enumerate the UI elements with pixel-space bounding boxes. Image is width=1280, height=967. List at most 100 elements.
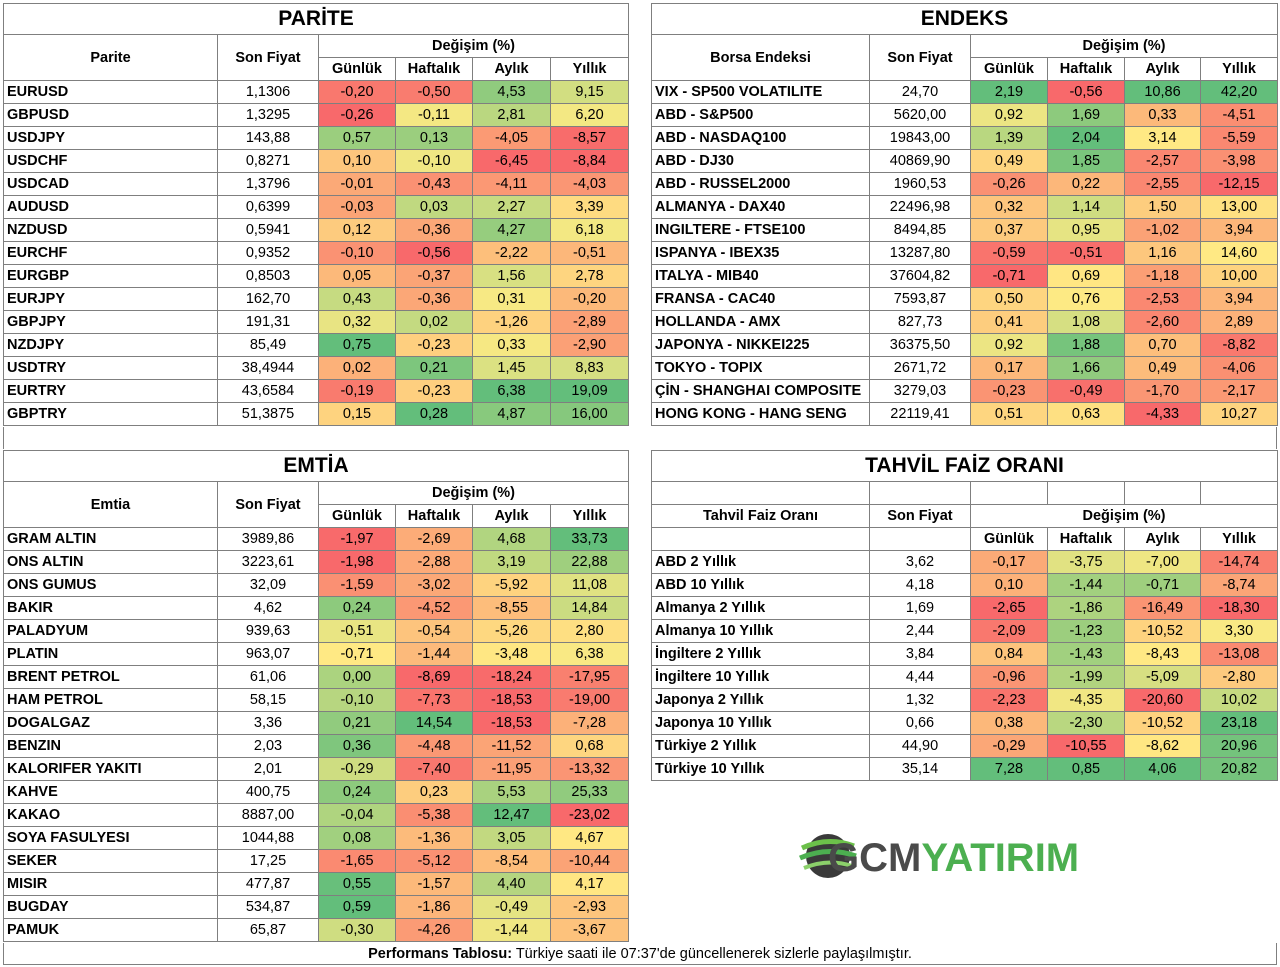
last-price: 1,3295 (217, 103, 319, 127)
blank-cell (1124, 481, 1201, 505)
yearly-change: 6,18 (549, 218, 630, 242)
weekly-change: -0,50 (395, 80, 473, 104)
daily-change: -0,04 (318, 803, 396, 827)
last-price: 58,15 (217, 688, 319, 712)
table-row: ÇİN - SHANGHAI COMPOSITE 3279,03 -0,23 -0,4… (651, 379, 1279, 403)
logo-text-green: YATIRIM (921, 836, 1079, 880)
instrument-name: GRAM ALTIN (3, 527, 218, 551)
weekly-change: -5,38 (395, 803, 473, 827)
emtia-panel: EMTİA Emtia Son Fiyat Değişim (%) Günlük… (2, 450, 630, 942)
last-price: 32,09 (217, 573, 319, 597)
degisim-header: Değişim (%) (969, 34, 1279, 58)
last-price: 8494,85 (869, 218, 971, 242)
weekly-change: -0,23 (395, 333, 473, 357)
instrument-name: SOYA FASULYESI (3, 826, 218, 850)
daily-change: -0,29 (970, 734, 1048, 758)
monthly-change: -2,55 (1124, 172, 1201, 196)
daily-change: 0,12 (318, 218, 396, 242)
monthly-change: -5,26 (472, 619, 551, 643)
instrument-name: USDCHF (3, 149, 218, 173)
weekly-change: -2,30 (1047, 711, 1125, 735)
daily-change: -2,09 (970, 619, 1048, 643)
last-price: 22496,98 (869, 195, 971, 219)
last-price: 1960,53 (869, 172, 971, 196)
daily-change: -0,03 (318, 195, 396, 219)
last-price: 1,69 (869, 596, 971, 620)
table-row: KAKAO 8887,00 -0,04 -5,38 12,47 -23,02 (3, 803, 630, 827)
weekly-change: -0,51 (1047, 241, 1125, 265)
daily-change: -0,71 (318, 642, 396, 666)
last-price: 24,70 (869, 80, 971, 104)
gunluk-header: Günlük (970, 527, 1048, 551)
table-row: NZDJPY 85,49 0,75 -0,23 0,33 -2,90 (3, 333, 630, 357)
monthly-change: 2,81 (472, 103, 551, 127)
instrument-name: SEKER (3, 849, 218, 873)
weekly-change: -1,99 (1047, 665, 1125, 689)
daily-change: 0,57 (318, 126, 396, 150)
daily-change: 0,24 (318, 596, 396, 620)
daily-change: -2,65 (970, 596, 1048, 620)
yearly-change: -2,93 (549, 895, 630, 919)
endeks-title: ENDEKS (650, 3, 1279, 35)
last-price: 5620,00 (869, 103, 971, 127)
weekly-change: 0,95 (1047, 218, 1125, 242)
weekly-change: 2,04 (1047, 126, 1125, 150)
daily-change: -0,17 (970, 550, 1048, 574)
monthly-change: -20,60 (1124, 688, 1201, 712)
yearly-change: 14,84 (549, 596, 630, 620)
daily-change: 0,51 (970, 402, 1048, 426)
yearly-change: -0,20 (549, 287, 630, 311)
daily-change: -0,26 (970, 172, 1048, 196)
instrument-name: ONS ALTIN (3, 550, 218, 574)
monthly-change: 1,16 (1124, 241, 1201, 265)
daily-change: -0,23 (970, 379, 1048, 403)
yearly-change: -14,74 (1199, 550, 1279, 574)
instrument-name: TOKYO - TOPIX (651, 356, 870, 380)
last-price: 8887,00 (217, 803, 319, 827)
daily-change: 7,28 (970, 757, 1048, 781)
monthly-change: -2,53 (1124, 287, 1201, 311)
daily-change: 0,36 (318, 734, 396, 758)
table-row: İngiltere 10 Yıllık 4,44 -0,96 -1,99 -5,09 -2… (651, 665, 1279, 689)
table-row: Almanya 10 Yıllık 2,44 -2,09 -1,23 -10,52 3,3… (651, 619, 1279, 643)
son-fiyat-header: Son Fiyat (869, 504, 971, 528)
yearly-change: 23,18 (1199, 711, 1279, 735)
daily-change: 0,92 (970, 333, 1048, 357)
instrument-name: Japonya 10 Yıllık (651, 711, 870, 735)
instrument-name: İngiltere 2 Yıllık (651, 642, 870, 666)
yearly-change: -13,08 (1199, 642, 1279, 666)
blank-cell (970, 481, 1048, 505)
logo-text-dark: GCM (828, 836, 921, 880)
table-row: ABD - NASDAQ100 19843,00 1,39 2,04 3,14 -5,59 (651, 126, 1279, 150)
instrument-name: BENZIN (3, 734, 218, 758)
monthly-change: -1,70 (1124, 379, 1201, 403)
weekly-change: -10,55 (1047, 734, 1125, 758)
degisim-header: Değişim (%) (317, 481, 630, 505)
instrument-name: Türkiye 2 Yıllık (651, 734, 870, 758)
last-price: 4,44 (869, 665, 971, 689)
monthly-change: 3,19 (472, 550, 551, 574)
gcm-logo: GCMYATIRIM (798, 828, 1118, 884)
weekly-change: 0,69 (1047, 264, 1125, 288)
weekly-change: -1,43 (1047, 642, 1125, 666)
daily-change: 0,55 (318, 872, 396, 896)
last-price: 13287,80 (869, 241, 971, 265)
last-price: 37604,82 (869, 264, 971, 288)
endeks-table: ENDEKS Borsa Endeksi Son Fiyat Değişim (… (650, 3, 1279, 426)
yearly-change: 8,83 (549, 356, 630, 380)
last-price: 51,3875 (217, 402, 319, 426)
table-row: ABD - RUSSEL2000 1960,53 -0,26 0,22 -2,55 -12… (651, 172, 1279, 196)
daily-change: -0,71 (970, 264, 1048, 288)
daily-change: -0,59 (970, 241, 1048, 265)
instrument-name: MISIR (3, 872, 218, 896)
instrument-name: KALORIFER YAKITI (3, 757, 218, 781)
last-price: 43,6584 (217, 379, 319, 403)
daily-change: 0,43 (318, 287, 396, 311)
last-price: 827,73 (869, 310, 971, 334)
monthly-change: -5,92 (472, 573, 551, 597)
monthly-change: -8,54 (472, 849, 551, 873)
weekly-change: 1,88 (1047, 333, 1125, 357)
last-price: 65,87 (217, 918, 319, 942)
monthly-change: 12,47 (472, 803, 551, 827)
table-row: BENZIN 2,03 0,36 -4,48 -11,52 0,68 (3, 734, 630, 758)
